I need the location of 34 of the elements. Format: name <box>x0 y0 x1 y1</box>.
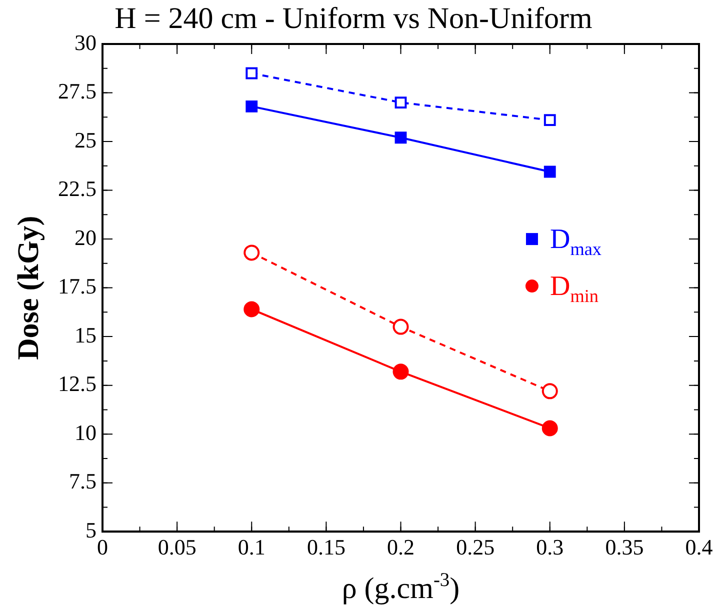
y-tick-label: 25 <box>74 127 96 152</box>
y-tick-label: 10 <box>74 420 96 445</box>
y-tick-label: 27.5 <box>58 78 96 104</box>
point <box>244 244 260 261</box>
point <box>542 420 558 436</box>
y-tick-label: 7.5 <box>69 468 96 494</box>
point <box>394 96 407 108</box>
point <box>246 67 258 80</box>
y-tick-label: 5 <box>86 517 96 542</box>
y-tick-label: 12.5 <box>58 371 96 396</box>
chart-title: H = 240 cm - Uniform vs Non-Uniform <box>114 2 592 35</box>
y-tick-label: 22.5 <box>58 176 96 202</box>
x-tick-label: 0.05 <box>158 534 196 560</box>
point <box>246 100 258 112</box>
y-tick-label: 20 <box>74 224 96 250</box>
point <box>542 383 558 400</box>
point <box>392 318 409 335</box>
x-tick-label: 0.15 <box>306 534 346 560</box>
x-tick-label: 0.3 <box>536 534 564 560</box>
x-tick-label: 0 <box>97 534 108 560</box>
x-tick-label: 0.4 <box>685 534 713 560</box>
point <box>392 364 409 380</box>
x-tick-label: 0.35 <box>605 534 644 560</box>
y-tick-label: 17.5 <box>58 274 96 299</box>
point <box>544 166 556 178</box>
point <box>394 132 407 144</box>
y-axis-title: Dose (kGy) <box>12 216 45 360</box>
point <box>244 301 260 318</box>
x-tick-label: 0.2 <box>387 534 414 560</box>
y-tick-label: 30 <box>74 30 96 55</box>
y-tick-label: 15 <box>74 322 96 348</box>
x-tick-label: 0.1 <box>238 534 266 560</box>
point <box>544 114 556 126</box>
x-tick-label: 0.25 <box>456 534 495 560</box>
